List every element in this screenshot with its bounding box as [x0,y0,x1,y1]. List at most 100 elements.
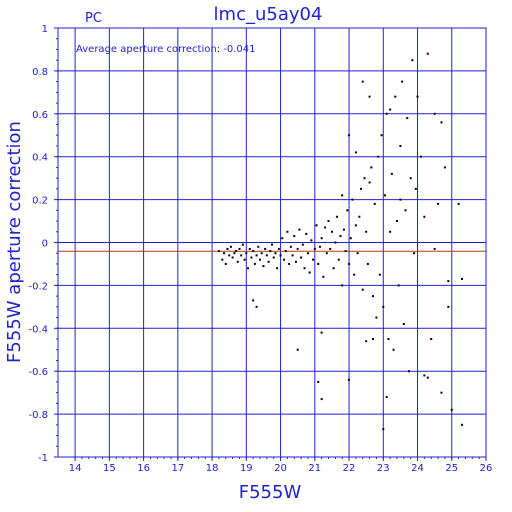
x-tick-label: 21 [308,463,321,474]
data-point [356,252,359,255]
x-tick-label: 23 [377,463,390,474]
data-point [342,228,345,231]
data-point [245,252,248,255]
data-point [253,262,256,265]
data-point [318,245,321,248]
data-point [365,230,368,233]
x-tick-label: 14 [69,463,82,474]
data-point [320,398,323,401]
data-point [267,260,270,263]
data-point [382,428,385,431]
data-point [426,52,429,55]
data-point [250,256,253,259]
x-tick-label: 19 [240,463,253,474]
data-point [265,254,268,257]
data-point [284,250,287,253]
data-point [236,260,239,263]
x-tick-label: 25 [445,463,458,474]
data-point [223,252,226,255]
data-point [360,187,363,190]
data-point [324,226,327,229]
y-tick-label: 0 [42,239,48,250]
data-point [378,273,381,276]
data-point [293,235,296,238]
data-point [305,232,308,235]
data-point [281,237,284,240]
data-point [361,288,364,291]
data-point [411,59,414,62]
data-point [402,323,405,326]
data-point [279,254,282,257]
data-point [247,267,250,270]
data-point [231,256,234,259]
data-point [224,262,227,265]
data-point [373,202,376,205]
data-point [383,194,386,197]
data-point [416,95,419,98]
data-point [358,215,361,218]
grid [58,27,486,458]
data-point [354,224,357,227]
data-point [440,391,443,394]
data-point [419,155,422,158]
data-point [353,273,356,276]
data-point [269,250,272,253]
data-point [252,299,255,302]
data-point [298,228,301,231]
data-point [286,230,289,233]
x-tick-labels: 14 15 16 17 18 19 20 21 22 23 24 25 26 [69,463,493,474]
data-point [252,250,255,253]
data-point [262,265,265,268]
data-point [301,243,304,246]
data-point [395,220,398,223]
data-point [409,177,412,180]
data-point [296,348,299,351]
data-point [387,338,390,341]
data-point [344,250,347,253]
data-point [346,209,349,212]
data-point [226,247,229,250]
data-point [306,252,309,255]
data-point [377,155,380,158]
y-tick-label: 0.2 [32,196,48,207]
data-point [257,245,260,248]
data-point [390,172,393,175]
x-tick-label: 26 [480,463,493,474]
x-tick-label: 18 [206,463,219,474]
y-tick-label: 0.4 [32,153,48,164]
data-point [461,423,464,426]
data-point [447,280,450,283]
data-point [375,316,378,319]
data-point [296,247,299,250]
axis-ticks [54,27,487,461]
data-point [312,258,315,261]
y-tick-label: -0.4 [28,324,48,335]
data-point [461,277,464,280]
data-point [426,376,429,379]
data-point [332,267,335,270]
y-axis-label: F555W aperture correction [4,121,25,363]
data-point [330,230,333,233]
data-point [243,258,246,261]
chart-title: lmc_u5ay04 [214,4,323,25]
data-point [276,267,279,270]
corner-label: PC [85,11,102,26]
data-point [365,340,368,343]
data-point [457,202,460,205]
data-point [320,237,323,240]
x-tick-label: 24 [411,463,424,474]
data-point [260,252,263,255]
data-point [264,247,267,250]
data-point [289,245,292,248]
x-axis-label: F555W [239,482,302,503]
data-point [300,256,303,259]
data-point [372,338,375,341]
data-point [397,284,400,287]
data-point [380,134,383,137]
data-point [399,144,402,147]
y-tick-labels: -1 -0.8 -0.6 -0.4 -0.2 0 0.2 0.4 0.6 0.8 1 [28,24,48,464]
data-point [288,262,291,265]
data-point [447,305,450,308]
data-point [437,202,440,205]
data-point [361,80,364,83]
